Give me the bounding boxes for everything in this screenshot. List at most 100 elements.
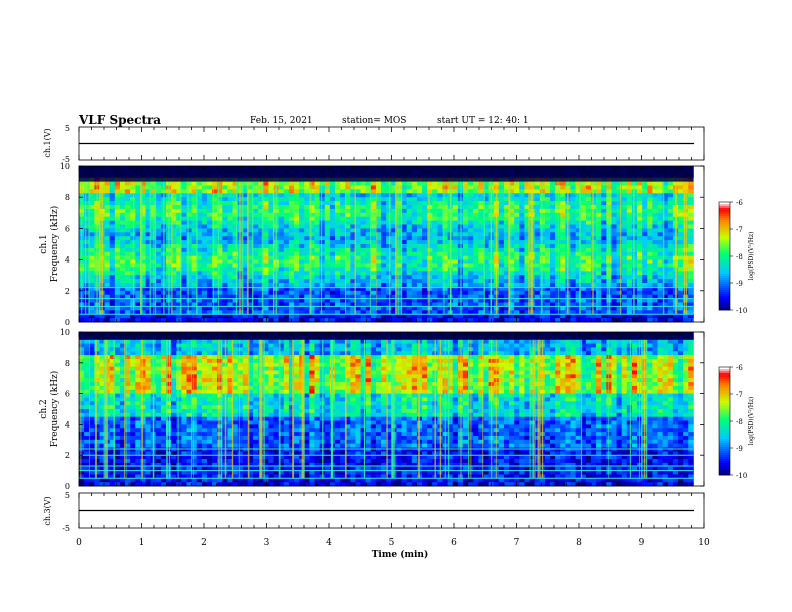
- spectrogram-cell: [416, 220, 423, 225]
- spectrogram-cell: [683, 318, 689, 323]
- spectrogram-cell: [652, 212, 658, 218]
- spectrogram-cell: [642, 298, 648, 303]
- spectrogram-cell: [360, 201, 367, 206]
- spectrogram-cell: [232, 279, 239, 284]
- spectrogram-cell: [247, 306, 254, 311]
- spectrogram-cell: [580, 240, 587, 245]
- spectrogram-cell: [550, 279, 556, 284]
- spectrogram-cell: [140, 314, 146, 319]
- spectrogram-cell: [125, 263, 131, 268]
- spectrogram-cell: [294, 251, 300, 257]
- spectrogram-cell: [334, 224, 341, 229]
- spectrogram-cell: [616, 244, 623, 249]
- spectrogram-cell: [196, 310, 203, 315]
- spectrogram-cell: [514, 185, 520, 190]
- spectrogram-cell: [534, 310, 541, 315]
- spectrogram-cell: [575, 193, 582, 198]
- spectrogram-cell: [437, 247, 443, 253]
- spectrogram-cell: [268, 251, 274, 257]
- spectrogram-cell: [140, 185, 146, 190]
- spectrogram-cell: [145, 275, 152, 280]
- spectrogram-cell: [647, 228, 653, 233]
- spectrogram-cell: [324, 224, 331, 229]
- spectrogram-cell: [288, 267, 295, 272]
- spectrogram-cell: [114, 244, 121, 249]
- spectrogram-cell: [288, 247, 295, 253]
- spectrogram-cell: [119, 220, 126, 225]
- spectrogram-cell: [662, 244, 669, 249]
- spectrogram-cell: [550, 228, 556, 233]
- spectrogram-cell: [258, 267, 264, 272]
- spectrogram-cell: [176, 298, 182, 303]
- spectrogram-cell: [104, 306, 111, 311]
- spectrogram-cell: [160, 318, 167, 323]
- spectrogram-cell: [590, 251, 597, 257]
- spectrogram-cell: [89, 228, 95, 233]
- spectrogram-cell: [406, 208, 413, 214]
- spectrogram-cell: [468, 236, 474, 241]
- spectrogram-cell: [442, 255, 449, 260]
- spectrogram-cell: [544, 228, 551, 233]
- spectrogram-cell: [442, 208, 449, 214]
- spectrogram-cell: [652, 185, 658, 190]
- spectrogram-cell: [422, 232, 428, 237]
- spectrogram-cell: [283, 205, 290, 210]
- spectrogram-cell: [370, 310, 377, 315]
- spectrogram-cell: [555, 181, 561, 186]
- spectrogram-cell: [268, 232, 274, 237]
- spectrogram-cell: [145, 193, 152, 198]
- spectrogram-cell: [416, 318, 423, 323]
- spectrogram-cell: [478, 279, 484, 284]
- spectrogram-cell: [340, 290, 346, 296]
- spectrogram-cell: [652, 279, 658, 284]
- spectrogram-cell: [145, 259, 152, 264]
- spectrogram-cell: [672, 314, 679, 319]
- spectrogram-cell: [401, 181, 408, 186]
- spectrogram-cell: [416, 310, 423, 315]
- spectrogram-cell: [585, 205, 592, 210]
- spectrogram-cell: [181, 193, 187, 198]
- spectrogram-cell: [503, 220, 510, 225]
- spectrogram-cell: [401, 263, 408, 268]
- spectrogram-cell: [334, 208, 341, 214]
- spectrogram-cell: [109, 244, 116, 249]
- spectrogram-cell: [283, 259, 290, 264]
- spectrogram-cell: [570, 259, 577, 264]
- spectrogram-cell: [524, 208, 530, 214]
- spectrogram-cell: [637, 279, 643, 284]
- spectrogram-cell: [560, 197, 566, 202]
- spectrogram-cell: [145, 279, 152, 284]
- spectrogram-cell: [416, 286, 423, 292]
- spectrogram-cell: [596, 181, 602, 186]
- spectrogram-cell: [319, 267, 326, 272]
- spectrogram-cell: [196, 290, 203, 296]
- spectrogram-cell: [119, 290, 126, 296]
- spectrogram-cell: [442, 251, 449, 257]
- spectrogram-cell: [585, 220, 592, 225]
- spectrogram-cell: [304, 294, 310, 299]
- spectrogram-cell: [544, 232, 551, 237]
- spectrogram-cell: [391, 236, 397, 241]
- spectrogram-cell: [473, 216, 479, 221]
- spectrogram-cell: [519, 247, 525, 253]
- spectrogram-cell: [206, 216, 213, 221]
- spectrogram-cell: [427, 205, 433, 210]
- spectrogram-cell: [519, 232, 525, 237]
- spectrogram-cell: [647, 240, 653, 245]
- spectrogram-cell: [375, 255, 382, 260]
- spectrogram-cell: [355, 201, 361, 206]
- spectrogram-cell: [544, 318, 551, 323]
- spectrogram-cell: [283, 275, 290, 280]
- spectrogram-cell: [217, 298, 223, 303]
- spectrogram-cell: [145, 205, 152, 210]
- spectrogram-cell: [242, 208, 249, 214]
- spectrogram-cell: [294, 286, 300, 292]
- spectrogram-cell: [596, 220, 602, 225]
- spectrogram-cell: [191, 189, 198, 194]
- spectrogram-cell: [191, 271, 198, 276]
- spectrogram-cell: [529, 314, 536, 319]
- spectrogram-cell: [206, 302, 213, 307]
- spectrogram-cell: [263, 220, 269, 225]
- spectrogram-cell: [222, 201, 228, 206]
